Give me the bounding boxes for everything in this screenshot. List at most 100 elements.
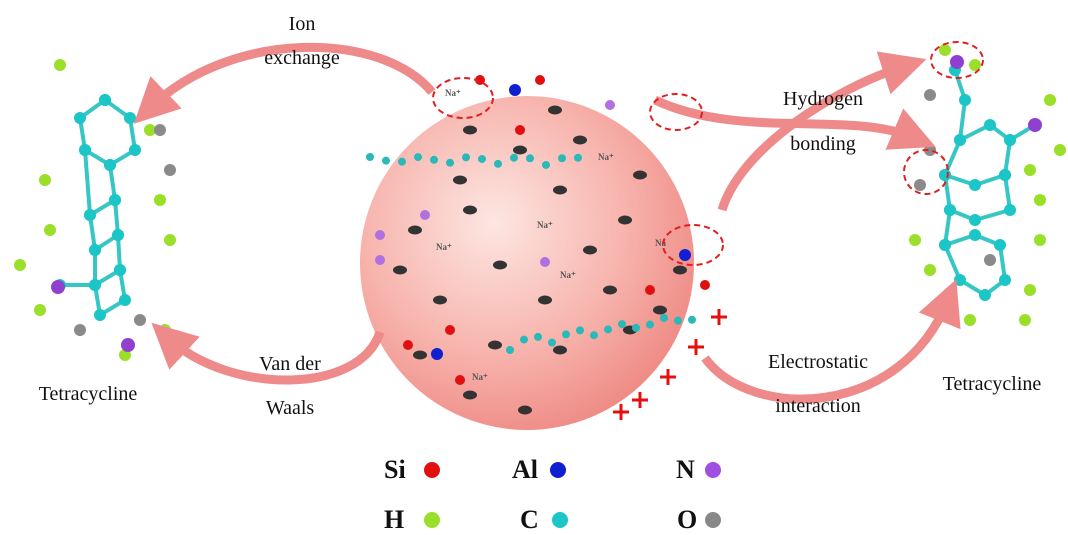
pore xyxy=(413,351,427,360)
ion-label: Na⁺ xyxy=(445,88,461,98)
molecule-name: Tetracycline xyxy=(39,383,138,405)
pore xyxy=(463,391,477,400)
atom xyxy=(909,234,921,246)
ion-label: Na⁺ xyxy=(436,242,452,252)
zeolite-sphere xyxy=(360,96,694,430)
ion-label: Na⁺ xyxy=(472,372,488,382)
label: Hydrogen xyxy=(783,88,863,110)
atom xyxy=(674,317,682,325)
atom xyxy=(562,330,570,338)
atom xyxy=(950,55,964,69)
atom xyxy=(944,204,956,216)
label: Ion xyxy=(289,13,316,35)
pore xyxy=(603,286,617,295)
atom xyxy=(375,230,385,240)
atom xyxy=(510,154,518,162)
pore xyxy=(493,261,507,270)
atom xyxy=(576,326,584,334)
atom xyxy=(999,169,1011,181)
atom xyxy=(914,179,926,191)
atom xyxy=(114,264,126,276)
atom xyxy=(605,100,615,110)
atom xyxy=(964,314,976,326)
atom xyxy=(515,125,525,135)
atom xyxy=(954,134,966,146)
atom xyxy=(121,338,135,352)
atom xyxy=(431,348,443,360)
atom xyxy=(688,316,696,324)
atom xyxy=(969,214,981,226)
atom xyxy=(645,285,655,295)
atom xyxy=(74,324,86,336)
atom xyxy=(104,159,116,171)
ion-label: Na⁺ xyxy=(598,152,614,162)
atom xyxy=(398,158,406,166)
atom xyxy=(478,155,486,163)
atom xyxy=(1024,164,1036,176)
atom xyxy=(558,154,566,162)
atom xyxy=(446,159,454,167)
legend-label: Al xyxy=(512,455,538,484)
legend-label: O xyxy=(677,505,697,534)
atom xyxy=(14,259,26,271)
atom xyxy=(84,209,96,221)
atom xyxy=(382,157,390,165)
atom xyxy=(534,333,542,341)
molecule-name: Tetracycline xyxy=(943,373,1042,395)
atom xyxy=(124,112,136,124)
legend-swatch xyxy=(705,512,721,528)
atom xyxy=(1028,118,1042,132)
pore xyxy=(463,126,477,135)
atom xyxy=(99,94,111,106)
atom xyxy=(700,280,710,290)
bond xyxy=(85,150,90,215)
atom xyxy=(959,94,971,106)
legend-swatch xyxy=(705,462,721,478)
atom xyxy=(89,279,101,291)
legend-swatch xyxy=(424,462,440,478)
atom xyxy=(984,254,996,266)
label: Van der xyxy=(259,353,321,375)
pore xyxy=(553,186,567,195)
label: Electrostatic xyxy=(768,351,868,373)
pore xyxy=(538,296,552,305)
atom xyxy=(618,320,626,328)
atom xyxy=(119,294,131,306)
atom xyxy=(430,156,438,164)
atom xyxy=(89,244,101,256)
atom xyxy=(1024,284,1036,296)
pore xyxy=(673,266,687,275)
pore xyxy=(633,171,647,180)
atom xyxy=(540,257,550,267)
atom xyxy=(590,331,598,339)
atom xyxy=(375,255,385,265)
atom xyxy=(954,274,966,286)
legend-label: H xyxy=(384,505,404,534)
label: exchange xyxy=(264,47,340,69)
pore xyxy=(453,176,467,185)
arrow-electrostatic xyxy=(705,300,948,399)
atom xyxy=(420,210,430,220)
atom xyxy=(1004,134,1016,146)
atom xyxy=(979,289,991,301)
atom xyxy=(548,339,556,347)
legend-swatch xyxy=(552,512,568,528)
atom xyxy=(94,309,106,321)
atom xyxy=(604,325,612,333)
pore xyxy=(553,346,567,355)
atom xyxy=(969,229,981,241)
legend-swatch xyxy=(424,512,440,528)
atom xyxy=(154,194,166,206)
atom xyxy=(79,144,91,156)
atom xyxy=(366,153,374,161)
atom xyxy=(44,224,56,236)
atom xyxy=(1044,94,1056,106)
atom xyxy=(1034,194,1046,206)
atom xyxy=(969,179,981,191)
atom xyxy=(939,44,951,56)
label: interaction xyxy=(775,395,861,417)
atom xyxy=(924,89,936,101)
atom xyxy=(1019,314,1031,326)
atom xyxy=(54,59,66,71)
